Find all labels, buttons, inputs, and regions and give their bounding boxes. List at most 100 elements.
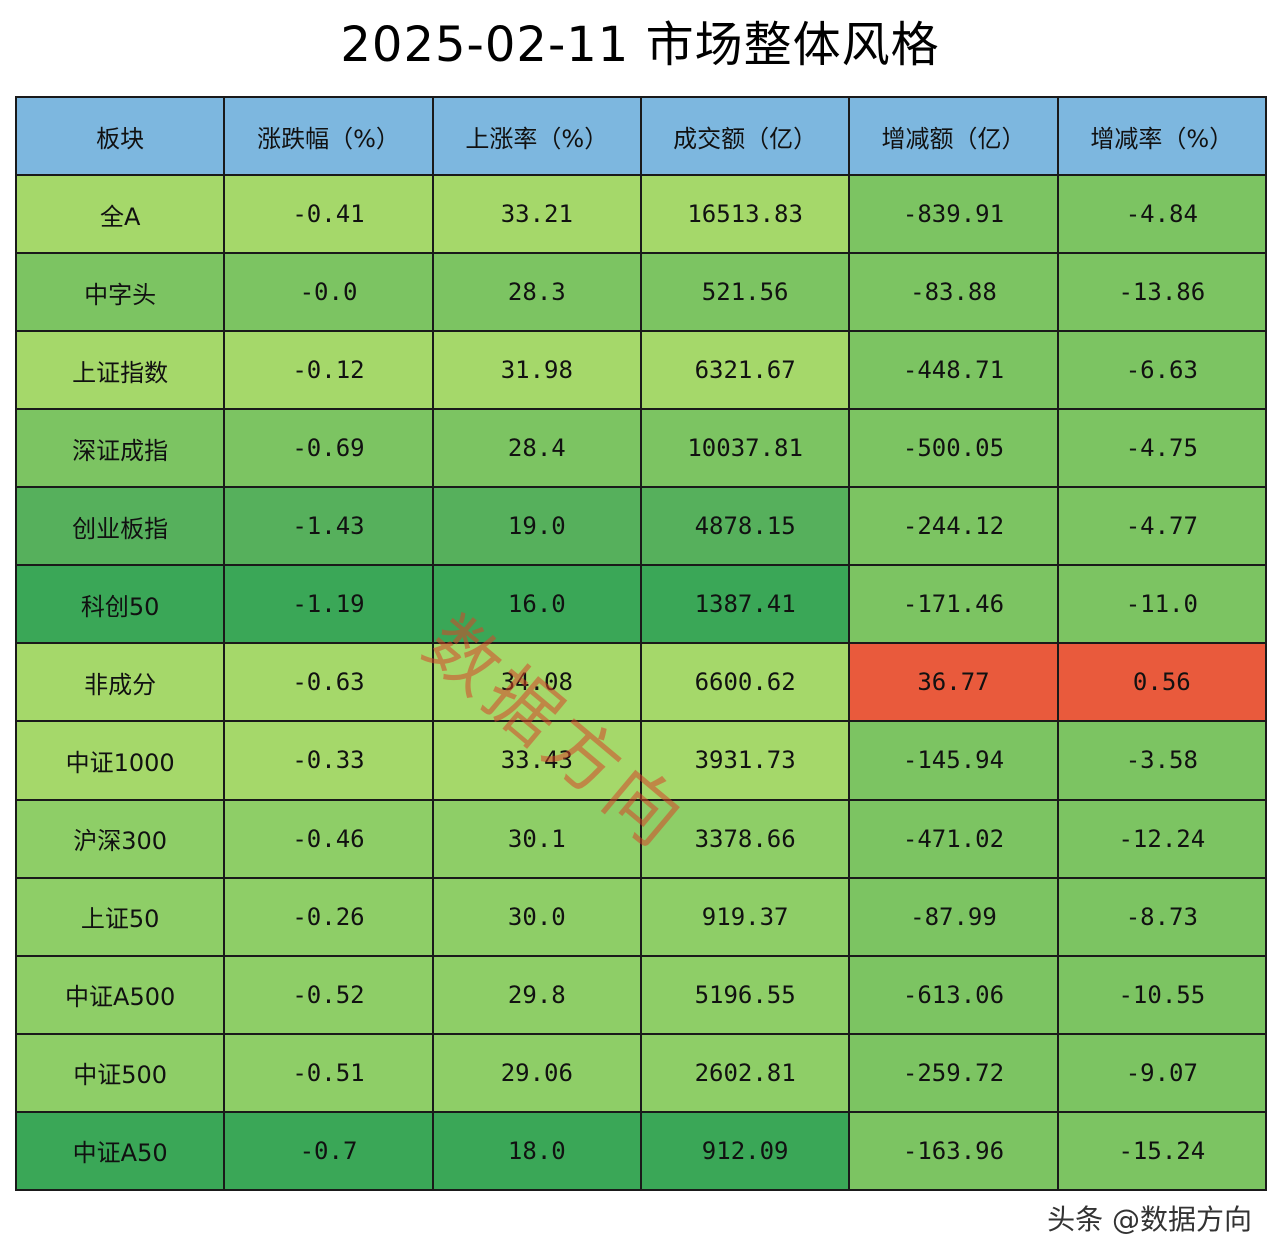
- table-row: 全A -0.41 33.21 16513.83 -839.91 -4.84: [14, 173, 1268, 255]
- table-body: 全A -0.41 33.21 16513.83 -839.91 -4.84 中字头 -0.0 2…: [14, 173, 1268, 1192]
- value-cell: -471.02: [848, 798, 1059, 879]
- value-cell: 3931.73: [639, 720, 851, 801]
- table-row: 上证指数 -0.12 31.98 6321.67 -448.71 -6.63: [14, 330, 1268, 411]
- value-cell: 29.06: [431, 1032, 642, 1113]
- value-cell: -4.77: [1056, 486, 1268, 567]
- value-cell: -145.94: [848, 720, 1059, 801]
- value-cell: 36.77: [848, 642, 1059, 723]
- value-cell: 521.56: [639, 252, 851, 333]
- value-cell: -500.05: [848, 408, 1059, 489]
- value-cell: 4878.15: [639, 486, 851, 567]
- column-header-4: 增减额（亿）: [848, 96, 1059, 176]
- source-credit: 头条 @数据方向: [1047, 1203, 1252, 1236]
- value-cell: -83.88: [848, 252, 1059, 333]
- value-cell: -0.69: [223, 408, 434, 489]
- value-cell: 30.1: [431, 798, 642, 879]
- value-cell: -244.12: [848, 486, 1059, 567]
- table-row: 上证50 -0.26 30.0 919.37 -87.99 -8.73: [14, 876, 1268, 957]
- sector-name-cell: 上证50: [14, 876, 226, 957]
- table-row: 深证成指 -0.69 28.4 10037.81 -500.05 -4.75: [14, 408, 1268, 489]
- sector-name-cell: 上证指数: [14, 330, 226, 411]
- value-cell: -6.63: [1056, 330, 1268, 411]
- table-row: 非成分 -0.63 34.08 6600.62 36.77 0.56: [14, 642, 1268, 723]
- value-cell: 6600.62: [639, 642, 851, 723]
- table-row: 中证500 -0.51 29.06 2602.81 -259.72 -9.07: [14, 1032, 1268, 1113]
- value-cell: -11.0: [1056, 564, 1268, 645]
- table-row: 沪深300 -0.46 30.1 3378.66 -471.02 -12.24: [14, 798, 1268, 879]
- value-cell: 31.98: [431, 330, 642, 411]
- value-cell: -1.43: [223, 486, 434, 567]
- table-row: 中证1000 -0.33 33.43 3931.73 -145.94 -3.58: [14, 720, 1268, 801]
- value-cell: -0.7: [223, 1110, 434, 1192]
- table-header-row: 板块 涨跌幅（%） 上涨率（%） 成交额（亿） 增减额（亿） 增减率（%）: [14, 96, 1268, 176]
- column-header-3: 成交额（亿）: [639, 96, 851, 176]
- value-cell: -3.58: [1056, 720, 1268, 801]
- value-cell: 3378.66: [639, 798, 851, 879]
- market-style-table: 板块 涨跌幅（%） 上涨率（%） 成交额（亿） 增减额（亿） 增减率（%） 全A -0.41…: [14, 96, 1268, 1192]
- sector-name-cell: 全A: [14, 173, 226, 255]
- table-row: 中证A50 -0.7 18.0 912.09 -163.96 -15.24: [14, 1110, 1268, 1192]
- value-cell: -8.73: [1056, 876, 1268, 957]
- value-cell: -4.75: [1056, 408, 1268, 489]
- value-cell: -0.63: [223, 642, 434, 723]
- sector-name-cell: 非成分: [14, 642, 226, 723]
- value-cell: 16513.83: [639, 173, 851, 255]
- value-cell: -12.24: [1056, 798, 1268, 879]
- value-cell: 34.08: [431, 642, 642, 723]
- sector-name-cell: 深证成指: [14, 408, 226, 489]
- column-header-0: 板块: [14, 96, 226, 176]
- value-cell: -0.12: [223, 330, 434, 411]
- value-cell: -0.41: [223, 173, 434, 255]
- value-cell: -839.91: [848, 173, 1059, 255]
- value-cell: 6321.67: [639, 330, 851, 411]
- value-cell: 1387.41: [639, 564, 851, 645]
- table-row: 创业板指 -1.43 19.0 4878.15 -244.12 -4.77: [14, 486, 1268, 567]
- value-cell: -0.46: [223, 798, 434, 879]
- value-cell: 2602.81: [639, 1032, 851, 1113]
- table-row: 科创50 -1.19 16.0 1387.41 -171.46 -11.0: [14, 564, 1268, 645]
- sector-name-cell: 创业板指: [14, 486, 226, 567]
- value-cell: 16.0: [431, 564, 642, 645]
- value-cell: 10037.81: [639, 408, 851, 489]
- value-cell: 18.0: [431, 1110, 642, 1192]
- value-cell: 0.56: [1056, 642, 1268, 723]
- sector-name-cell: 沪深300: [14, 798, 226, 879]
- column-header-1: 涨跌幅（%）: [223, 96, 434, 176]
- value-cell: -0.33: [223, 720, 434, 801]
- value-cell: 29.8: [431, 954, 642, 1035]
- sector-name-cell: 科创50: [14, 564, 226, 645]
- value-cell: 30.0: [431, 876, 642, 957]
- table-row: 中证A500 -0.52 29.8 5196.55 -613.06 -10.55: [14, 954, 1268, 1035]
- column-header-5: 增减率（%）: [1056, 96, 1268, 176]
- sector-name-cell: 中证A50: [14, 1110, 226, 1192]
- value-cell: -613.06: [848, 954, 1059, 1035]
- value-cell: 19.0: [431, 486, 642, 567]
- value-cell: -171.46: [848, 564, 1059, 645]
- value-cell: -87.99: [848, 876, 1059, 957]
- value-cell: -1.19: [223, 564, 434, 645]
- value-cell: -0.51: [223, 1032, 434, 1113]
- value-cell: -13.86: [1056, 252, 1268, 333]
- value-cell: 33.43: [431, 720, 642, 801]
- value-cell: -259.72: [848, 1032, 1059, 1113]
- value-cell: -448.71: [848, 330, 1059, 411]
- sector-name-cell: 中证A500: [14, 954, 226, 1035]
- value-cell: -9.07: [1056, 1032, 1268, 1113]
- value-cell: 28.3: [431, 252, 642, 333]
- sector-name-cell: 中证1000: [14, 720, 226, 801]
- chart-title: 2025-02-11 市场整体风格: [340, 17, 940, 73]
- value-cell: -0.52: [223, 954, 434, 1035]
- value-cell: -15.24: [1056, 1110, 1268, 1192]
- value-cell: -163.96: [848, 1110, 1059, 1192]
- sector-name-cell: 中字头: [14, 252, 226, 333]
- value-cell: 5196.55: [639, 954, 851, 1035]
- value-cell: 912.09: [639, 1110, 851, 1192]
- value-cell: 33.21: [431, 173, 642, 255]
- value-cell: -0.26: [223, 876, 434, 957]
- value-cell: 28.4: [431, 408, 642, 489]
- sector-name-cell: 中证500: [14, 1032, 226, 1113]
- value-cell: 919.37: [639, 876, 851, 957]
- table-row: 中字头 -0.0 28.3 521.56 -83.88 -13.86: [14, 252, 1268, 333]
- value-cell: -0.0: [223, 252, 434, 333]
- column-header-2: 上涨率（%）: [431, 96, 642, 176]
